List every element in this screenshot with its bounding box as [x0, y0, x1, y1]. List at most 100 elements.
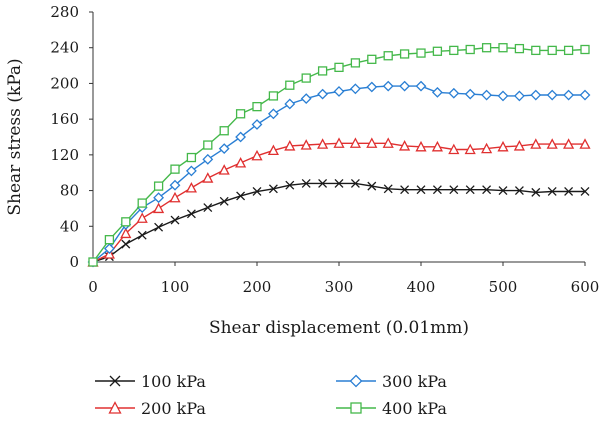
- data-point: [334, 62, 344, 73]
- data-point: [498, 186, 508, 196]
- data-point: [252, 187, 262, 196]
- data-point: [546, 138, 558, 149]
- data-point: [580, 187, 590, 196]
- data-point: [170, 215, 180, 225]
- data-point: [252, 101, 262, 112]
- data-point: [382, 80, 394, 92]
- series-100-kpa: [88, 178, 590, 267]
- data-point: [431, 140, 443, 152]
- data-point: [268, 184, 278, 194]
- series-line: [92, 47, 586, 263]
- data-point: [268, 91, 279, 101]
- y-tick-label: 40: [60, 217, 79, 235]
- series-lines: [87, 43, 591, 268]
- data-point: [497, 140, 509, 152]
- data-point: [333, 137, 345, 148]
- legend-label: 300 kPa: [382, 372, 447, 391]
- x-tick-label: 600: [571, 278, 600, 296]
- y-tick-label: 200: [50, 74, 79, 92]
- legend: 100 kPa 200 kPa 300 kPa 400 kPa: [95, 372, 447, 418]
- y-tick-label: 280: [50, 3, 79, 21]
- data-point: [235, 157, 247, 168]
- legend-marker: [350, 402, 362, 414]
- y-tick-label: 120: [50, 146, 79, 164]
- data-point: [579, 89, 591, 101]
- data-point: [334, 178, 344, 188]
- legend-item: 300 kPa: [336, 372, 447, 391]
- data-point: [284, 98, 296, 110]
- data-point: [169, 191, 181, 203]
- data-point: [317, 138, 329, 149]
- data-point: [481, 142, 493, 154]
- y-axis-title: Shear stress (kPa): [5, 58, 25, 215]
- data-point: [300, 93, 312, 105]
- y-tick-label: 160: [50, 110, 79, 128]
- data-point: [415, 140, 427, 152]
- data-point: [350, 178, 360, 188]
- data-point: [514, 43, 525, 54]
- legend-marker: [109, 375, 121, 387]
- data-point: [464, 88, 476, 100]
- x-tick-label: 400: [407, 278, 436, 296]
- data-point: [185, 165, 197, 177]
- data-point: [104, 235, 115, 245]
- data-point: [547, 45, 557, 56]
- data-point: [580, 44, 590, 55]
- data-point: [546, 89, 558, 101]
- data-point: [383, 184, 393, 194]
- legend-item: 400 kPa: [336, 399, 447, 418]
- data-point: [465, 185, 475, 195]
- series-line: [92, 142, 585, 263]
- data-point: [236, 191, 246, 201]
- series-line: [92, 85, 585, 263]
- data-point: [367, 54, 377, 64]
- data-point: [219, 196, 229, 206]
- data-point: [235, 131, 247, 143]
- data-point: [285, 180, 295, 190]
- data-point: [203, 203, 213, 212]
- data-point: [481, 43, 492, 53]
- data-point: [235, 109, 246, 119]
- data-point: [136, 212, 148, 223]
- data-point: [531, 45, 541, 56]
- data-point: [301, 73, 311, 83]
- data-point: [333, 86, 345, 97]
- data-point: [383, 51, 393, 61]
- data-point: [449, 185, 459, 195]
- data-point: [563, 138, 575, 149]
- y-tick-label: 80: [60, 182, 79, 200]
- data-point: [366, 137, 378, 148]
- data-point: [498, 43, 508, 53]
- data-point: [120, 227, 132, 239]
- legend-item: 100 kPa: [95, 372, 206, 391]
- data-point: [202, 172, 214, 183]
- data-point: [218, 143, 230, 155]
- legend-marker: [349, 374, 363, 388]
- data-point: [367, 181, 377, 191]
- data-point: [563, 89, 575, 101]
- data-point: [448, 143, 460, 155]
- data-point: [497, 90, 509, 102]
- data-point: [185, 182, 197, 193]
- data-point: [350, 58, 361, 68]
- data-point: [137, 198, 147, 208]
- data-point: [448, 87, 460, 99]
- data-point: [563, 45, 574, 56]
- data-point: [202, 153, 214, 165]
- data-point: [399, 49, 410, 59]
- data-point: [153, 202, 165, 214]
- x-tick-label: 300: [325, 278, 354, 296]
- data-point: [317, 66, 328, 76]
- data-point: [415, 80, 427, 92]
- data-point: [513, 140, 525, 151]
- data-point: [103, 243, 115, 255]
- data-point: [400, 185, 410, 195]
- data-point: [219, 126, 229, 136]
- data-point: [153, 192, 165, 204]
- data-point: [481, 89, 493, 101]
- data-point: [186, 209, 196, 219]
- series-300-kpa: [87, 80, 591, 268]
- data-point: [317, 88, 329, 100]
- x-tick-label: 500: [489, 278, 518, 296]
